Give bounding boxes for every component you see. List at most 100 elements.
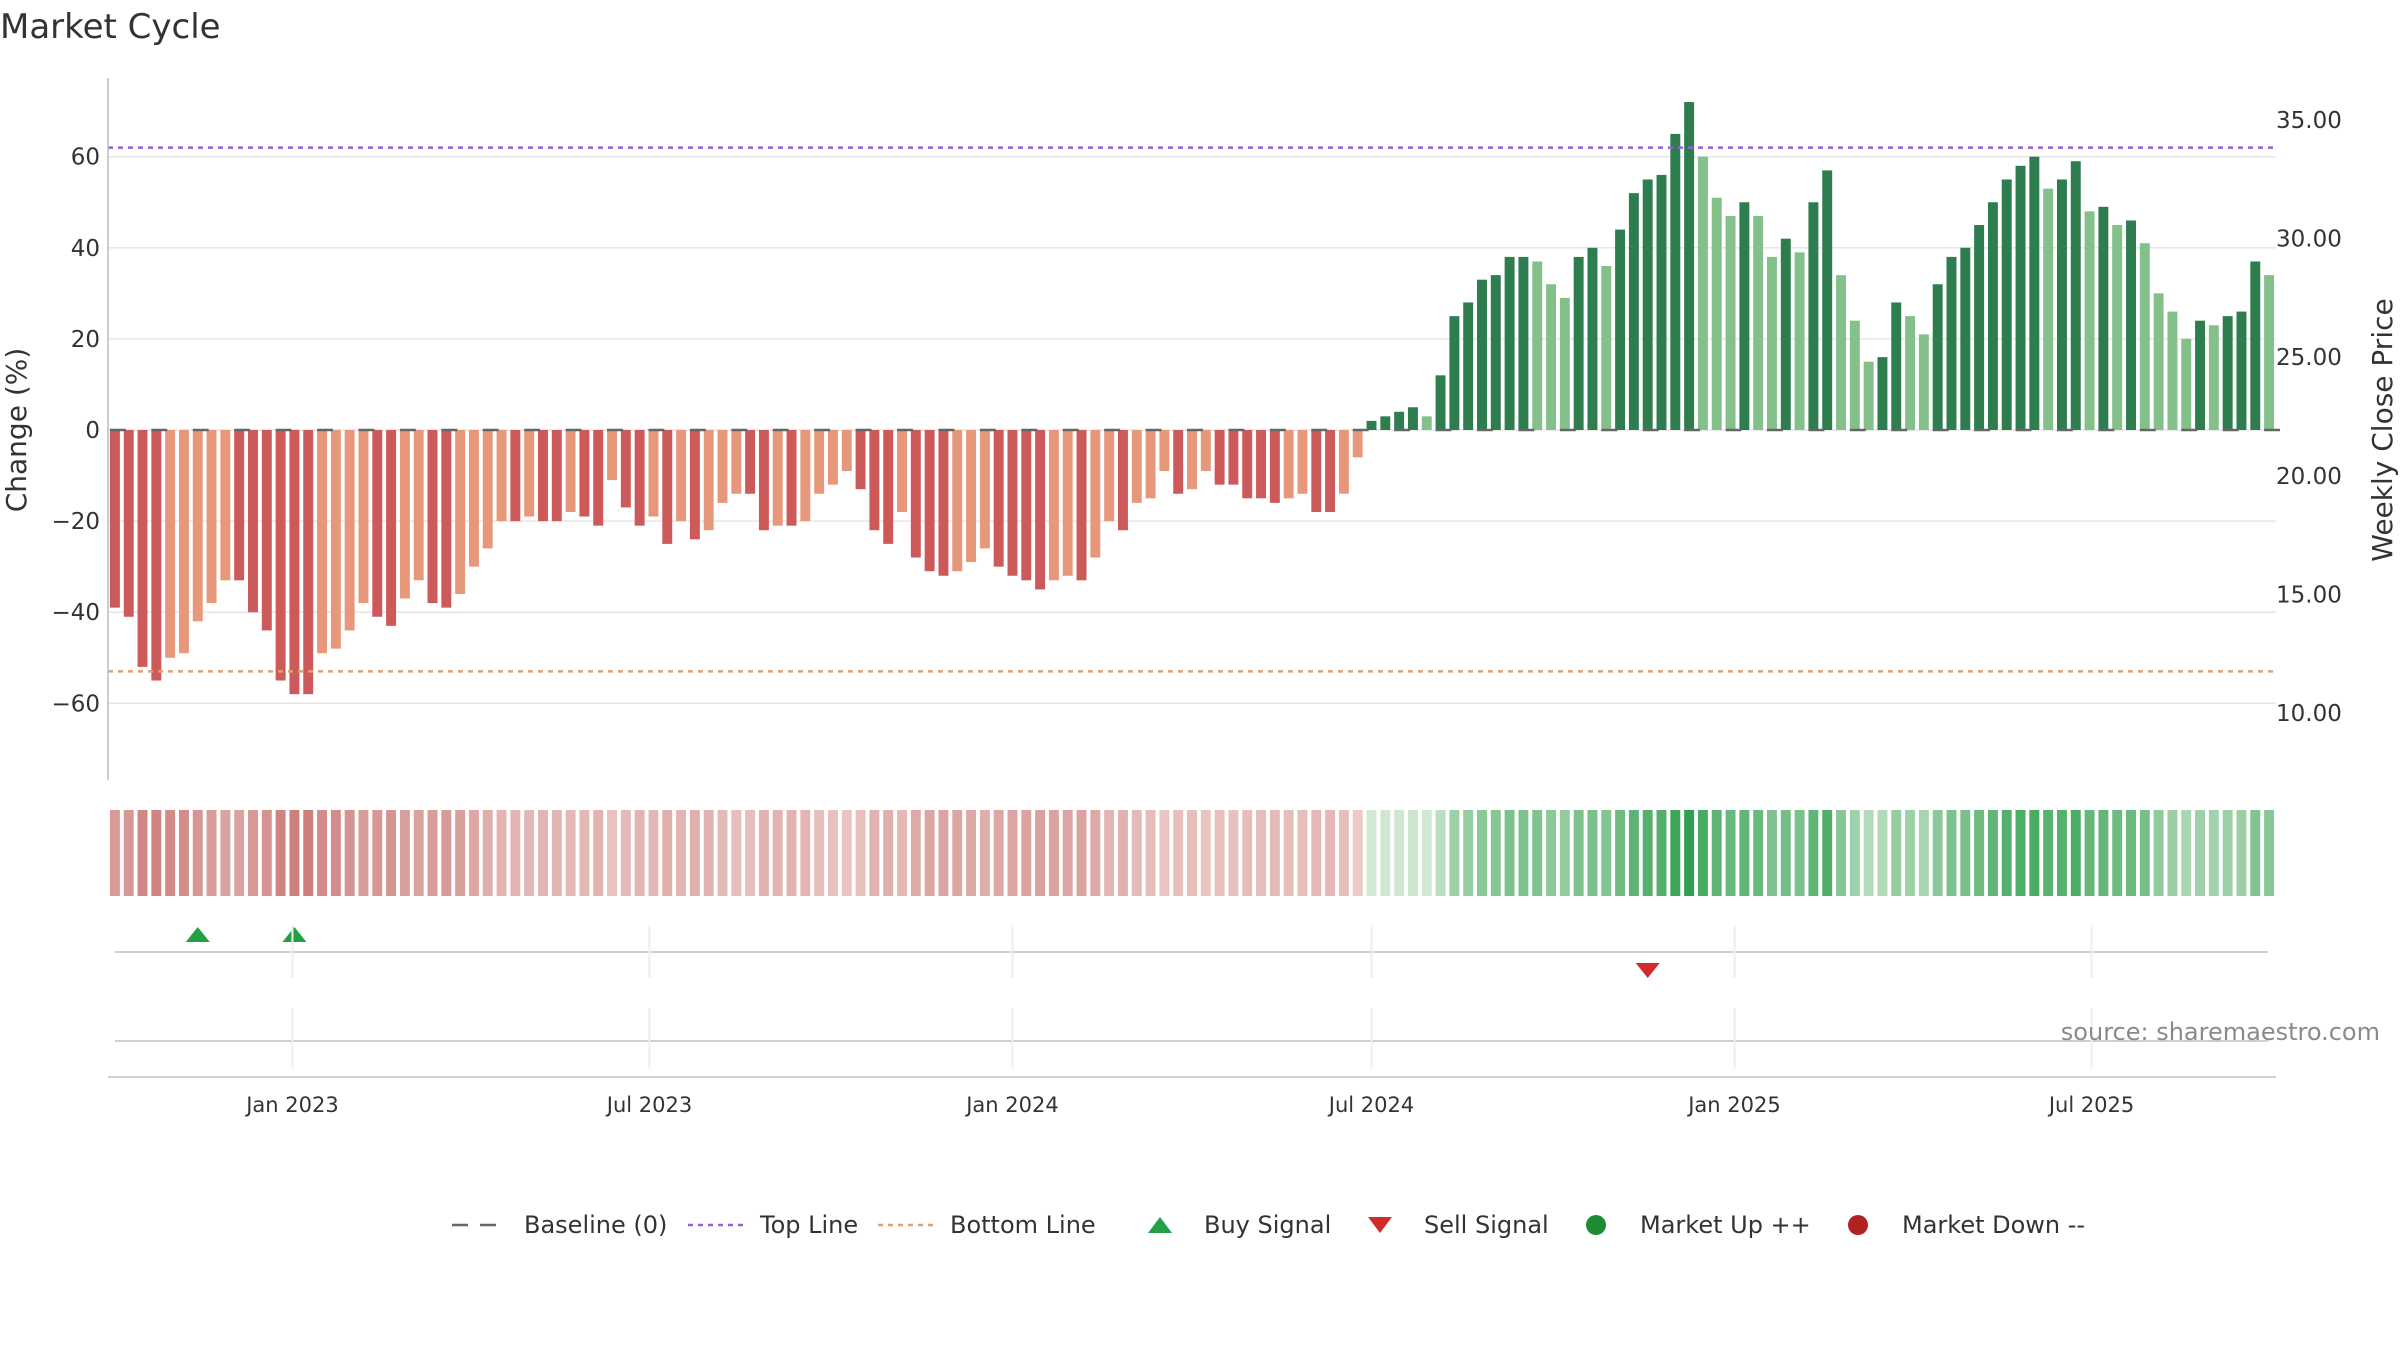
- bar: [1421, 416, 1432, 430]
- heat-cell: [1021, 810, 1032, 896]
- bar: [1366, 420, 1377, 430]
- bar: [1145, 430, 1156, 499]
- y-tick-label-right: 35.00: [2276, 108, 2342, 134]
- heat-cell: [1048, 810, 1059, 896]
- heat-cell: [924, 810, 935, 896]
- bar: [1587, 247, 1598, 430]
- heat-cell: [800, 810, 811, 896]
- legend-label: Buy Signal: [1204, 1211, 1331, 1239]
- bar: [634, 430, 645, 526]
- bar: [358, 430, 369, 604]
- heat-cell: [165, 810, 176, 896]
- legend-item[interactable]: Bottom Line: [878, 1211, 1096, 1239]
- heat-cell: [703, 810, 714, 896]
- legend-symbol: [1148, 1217, 1172, 1233]
- heat-cell: [1449, 810, 1460, 896]
- y-tick-label-left: 40: [71, 236, 100, 262]
- bar: [1794, 252, 1805, 430]
- legend-symbol: [1368, 1217, 1392, 1233]
- bar: [1256, 430, 1267, 499]
- bar: [2250, 261, 2261, 430]
- bar: [1048, 430, 1059, 581]
- heat-cell: [565, 810, 576, 896]
- bar: [745, 430, 756, 494]
- y-tick-label-right: 25.00: [2276, 345, 2342, 371]
- heat-cell: [745, 810, 756, 896]
- heat-cell: [151, 810, 162, 896]
- heat-cell: [1780, 810, 1791, 896]
- bar: [620, 430, 631, 508]
- heat-cell: [2070, 810, 2081, 896]
- bar: [1905, 316, 1916, 431]
- bar: [234, 430, 245, 581]
- bar: [1242, 430, 1253, 499]
- bar: [1725, 215, 1736, 430]
- heat-cell: [2126, 810, 2136, 896]
- legend-label: Baseline (0): [524, 1211, 667, 1239]
- heat-cell: [1490, 810, 1501, 896]
- heat-cell: [455, 810, 466, 896]
- bar: [1891, 302, 1902, 430]
- bar: [1352, 430, 1363, 458]
- legend-item[interactable]: Top Line: [688, 1211, 858, 1239]
- bar: [220, 430, 231, 581]
- bar: [758, 430, 769, 531]
- bar: [2098, 206, 2109, 430]
- heat-cell: [372, 810, 383, 896]
- legend-item[interactable]: Market Down --: [1848, 1211, 2085, 1239]
- heat-cell: [1200, 810, 1211, 896]
- bar: [317, 430, 328, 654]
- legend-item[interactable]: Baseline (0): [452, 1211, 667, 1239]
- bar: [966, 430, 977, 563]
- bar: [1200, 430, 1211, 471]
- bar: [1780, 238, 1791, 430]
- reference-lines: [108, 146, 2281, 673]
- heat-cell: [1642, 810, 1653, 896]
- heat-cell: [1559, 810, 1570, 896]
- bar: [2236, 311, 2247, 430]
- bar: [524, 430, 535, 517]
- bar: [496, 430, 507, 522]
- heat-cell: [399, 810, 410, 896]
- heat-cell: [1463, 810, 1474, 896]
- bar: [593, 430, 604, 526]
- bar: [551, 430, 562, 522]
- bar: [1628, 193, 1639, 430]
- bar: [703, 430, 714, 531]
- legend[interactable]: Baseline (0) Top Line Bottom Line Buy Signa…: [452, 1211, 2085, 1239]
- heat-cell: [1131, 810, 1142, 896]
- bar: [883, 430, 894, 544]
- legend-item[interactable]: Market Up ++: [1586, 1211, 1811, 1239]
- heat-cell: [772, 810, 783, 896]
- heat-cell: [358, 810, 369, 896]
- heat-cell: [234, 810, 245, 896]
- legend-item[interactable]: Sell Signal: [1368, 1211, 1549, 1239]
- heat-cell: [468, 810, 479, 896]
- bar: [1642, 179, 1653, 430]
- heat-cell: [2236, 810, 2247, 896]
- y-tick-label-left: 0: [85, 418, 100, 444]
- bar: [1117, 430, 1128, 531]
- heat-cell: [2195, 810, 2206, 896]
- heat-cell: [413, 810, 424, 896]
- heat-cell: [1504, 810, 1515, 896]
- bar: [303, 430, 314, 695]
- heat-cell: [648, 810, 659, 896]
- heat-cell: [2098, 810, 2109, 896]
- heat-cell: [1670, 810, 1681, 896]
- legend-item[interactable]: Buy Signal: [1148, 1211, 1331, 1239]
- heat-strip: [109, 810, 2275, 896]
- heat-cell: [607, 810, 617, 896]
- heat-cell: [1394, 810, 1405, 896]
- heat-cell: [1325, 810, 1336, 896]
- legend-symbol: [1848, 1215, 1868, 1235]
- heat-cell: [2112, 810, 2123, 896]
- bar: [2070, 161, 2081, 430]
- heat-cell: [2208, 810, 2219, 896]
- bar: [979, 430, 990, 549]
- heat-cell: [1338, 810, 1349, 896]
- bar: [468, 430, 479, 567]
- heat-cell: [1090, 810, 1101, 896]
- x-axis: Jan 2023 Jul 2023 Jan 2024 Jul 2024 Jan 2025…: [108, 925, 2276, 1117]
